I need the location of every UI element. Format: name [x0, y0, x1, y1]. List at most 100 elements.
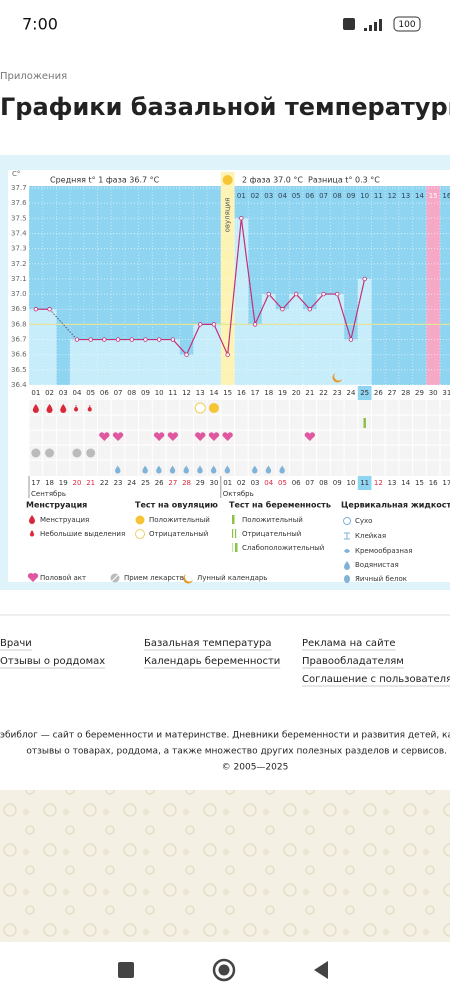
phase2-day-label: 02	[251, 192, 260, 200]
fluid-icon	[197, 465, 203, 474]
legend-text: Лунный календарь	[197, 574, 267, 582]
legend-text: Менструация	[26, 501, 87, 510]
phase2-day-label: 08	[333, 192, 342, 200]
temperature-point	[47, 307, 52, 312]
bbt-chart: 36.4 36.5 36.6 36.7 36.8 36.9 37.0 37.1 37.2 37.3…	[11, 170, 450, 498]
fluid-icon	[252, 465, 258, 474]
phase2-day-label: 13	[401, 192, 410, 200]
volte-icon	[343, 18, 355, 30]
phase2-day-label: 05	[292, 192, 301, 200]
footer-links: Врачи Отзывы о роддомах Базальная температ…	[0, 638, 450, 687]
temperature-point	[33, 307, 39, 312]
spotting-icon	[73, 405, 79, 412]
date-label: 28	[182, 479, 191, 487]
sex-icon	[304, 432, 316, 441]
phase2-day-label: 06	[305, 192, 314, 200]
date-label: 16	[429, 479, 438, 487]
legend-text: Сухо	[355, 517, 372, 525]
date-label: 15	[415, 479, 424, 487]
menstruation-icon	[60, 404, 67, 413]
value-bar	[111, 339, 125, 385]
date-label: 14	[401, 479, 410, 487]
date-label: 11	[360, 479, 369, 487]
value-bar	[275, 309, 290, 385]
legend-text: Тест на беременность	[229, 500, 331, 510]
date-label: 27	[168, 479, 177, 487]
value-bar	[303, 309, 317, 385]
status-time: 7:00	[22, 15, 58, 34]
about-line: отзывы о товарах, роддома, а также множе…	[26, 747, 447, 757]
date-label: 07	[305, 479, 314, 487]
date-label: 18	[45, 479, 54, 487]
about-text: эбиблог — сайт о беременности и материнс…	[0, 731, 450, 773]
date-label: 09	[333, 479, 342, 487]
temperature-point	[293, 291, 299, 297]
legend-text: Отрицательный	[149, 530, 208, 538]
value-bar	[83, 339, 98, 385]
nav-back[interactable]	[314, 961, 328, 979]
date-label: 05	[278, 479, 287, 487]
legend-text: Менструация	[40, 516, 89, 524]
footer-link[interactable]: Базальная температура	[144, 638, 272, 649]
highlight-cell	[357, 386, 372, 400]
value-bar	[97, 339, 112, 385]
temperature-point	[225, 352, 230, 357]
y-tick-label: 37.3	[11, 245, 27, 253]
cycle-day-label: 30	[429, 389, 438, 397]
date-label: 04	[264, 479, 273, 487]
breadcrumb[interactable]: Приложения	[0, 71, 67, 82]
battery-level: 100	[398, 20, 415, 30]
date-label: 22	[100, 479, 109, 487]
footer-link[interactable]: Календарь беременности	[144, 656, 280, 667]
temperature-point	[115, 337, 121, 342]
temperature-point	[266, 291, 271, 297]
sex-icon	[222, 432, 233, 441]
temperature-point	[88, 337, 93, 342]
pill-icon	[72, 448, 82, 458]
phase2-day-label: 07	[319, 192, 328, 200]
about-line: © 2005—2025	[222, 763, 289, 773]
phase2-day-label: 04	[278, 192, 287, 200]
footer-link[interactable]: Правообладателям	[302, 656, 404, 667]
nav-home[interactable]	[212, 958, 236, 982]
moon-icon	[332, 373, 343, 383]
legend-text: Отрицательный	[242, 530, 301, 538]
y-tick-label: 37.1	[11, 275, 27, 283]
footer-link[interactable]: Реклама на сайте	[302, 638, 396, 649]
cycle-day-label: 10	[155, 389, 164, 397]
phase2-day-label: 15	[429, 192, 438, 200]
phase2-day-label: 10	[360, 192, 369, 200]
menstruation-icon	[32, 404, 39, 413]
temperature-point	[156, 337, 162, 342]
date-label: 02	[237, 479, 246, 487]
y-tick-label: 36.5	[11, 366, 27, 374]
footer-link[interactable]: Отзывы о роддомах	[0, 656, 105, 667]
y-tick-label: 36.8	[11, 320, 27, 328]
y-tick-label: 37.0	[11, 290, 27, 298]
cycle-day-label: 03	[59, 389, 68, 397]
y-tick-label: 36.4	[11, 381, 27, 389]
cycle-day-label: 31	[442, 389, 450, 397]
legend-text: Половой акт	[40, 574, 86, 582]
highlight-cell	[357, 476, 372, 490]
nav-recent[interactable]	[118, 962, 134, 978]
legend-text: Кремообразная	[355, 547, 412, 555]
cycle-day-label: 14	[209, 389, 218, 397]
date-label: 26	[155, 479, 164, 487]
legend-text: Положительный	[149, 516, 210, 524]
value-bar	[138, 339, 153, 385]
footer-link[interactable]: Соглашение с пользователями	[302, 674, 450, 685]
footer-link[interactable]: Врачи	[0, 638, 32, 649]
date-label: 01	[223, 479, 232, 487]
temperature-point	[307, 307, 313, 312]
temperature-point	[348, 337, 354, 342]
cycle-day-label: 19	[278, 389, 287, 397]
value-bar	[261, 294, 276, 385]
page-title: Графики базальной температуры	[0, 93, 450, 121]
y-tick-label: 36.9	[11, 305, 27, 313]
cycle-day-label: 02	[45, 389, 54, 397]
date-label: 25	[141, 479, 150, 487]
date-label: 06	[292, 479, 301, 487]
temperature-point	[143, 337, 148, 342]
